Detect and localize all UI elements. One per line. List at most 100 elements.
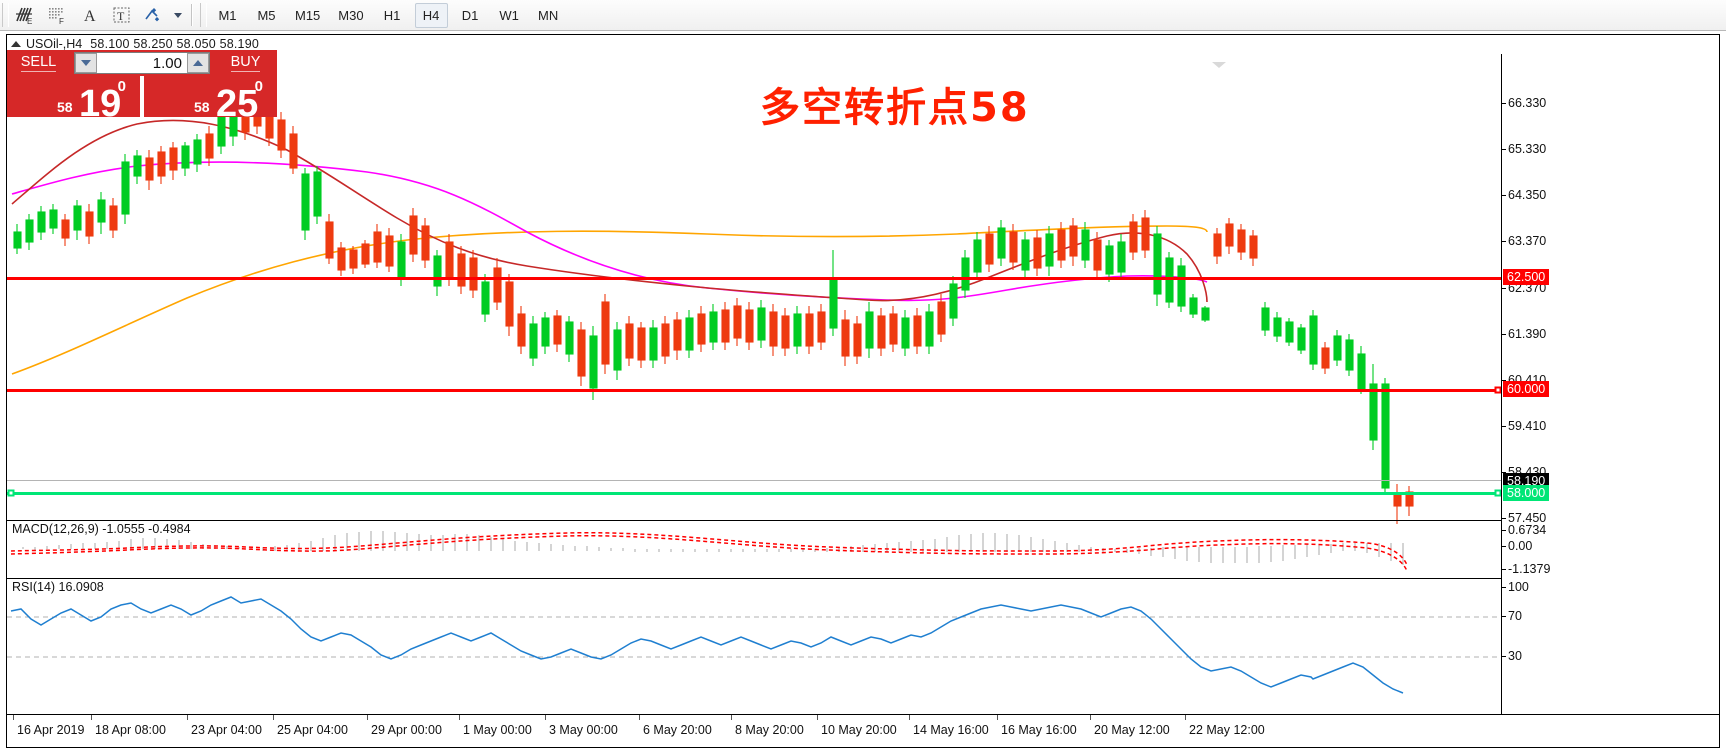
collapse-triangle-icon[interactable] (11, 41, 21, 47)
volume-decrease-button[interactable] (75, 53, 97, 73)
one-click-trading-panel[interactable]: SELL 1.00 BUY 58 19 0 58 25 (7, 50, 277, 123)
time-label: 10 May 20:00 (821, 723, 897, 737)
resistance-line-60000[interactable] (7, 389, 1501, 392)
support-line-58000[interactable] (7, 492, 1501, 495)
time-label: 25 Apr 04:00 (277, 723, 348, 737)
timeframe-w1[interactable]: W1 (499, 7, 519, 23)
macd-main-line (10, 534, 1408, 572)
ohlc-values: 58.100 58.250 58.050 58.190 (90, 37, 260, 51)
rsi-plot (7, 596, 1501, 694)
price-tick: 57.450 (1508, 511, 1547, 525)
price-tick: 63.370 (1508, 234, 1547, 248)
macd-label: MACD(12,26,9) -1.0555 -0.4984 (12, 522, 191, 536)
time-label: 8 May 20:00 (735, 723, 804, 737)
chart-window[interactable]: USOil-,H4 58.100 58.250 58.050 58.190 (6, 34, 1720, 748)
volume-input[interactable]: 1.00 (97, 53, 187, 73)
time-label: 3 May 00:00 (549, 723, 618, 737)
svg-text:A: A (84, 8, 96, 25)
support-line-handle[interactable] (1494, 489, 1502, 497)
macd-pane[interactable]: MACD(12,26,9) -1.0555 -0.4984 (7, 520, 1501, 578)
timeframe-mn[interactable]: MN (537, 7, 559, 23)
rsi-tick: 100 (1508, 580, 1529, 594)
chevron-up-icon (193, 60, 203, 66)
buy-price-integer: 58 (194, 99, 210, 115)
volume-stepper[interactable]: 1.00 (74, 52, 210, 74)
price-tag-support-60[interactable]: 60.000 (1503, 381, 1550, 397)
time-axis[interactable]: 16 Apr 2019 18 Apr 08:00 23 Apr 04:00 25… (7, 714, 1720, 747)
macd-plot (10, 531, 1408, 572)
time-label: 29 Apr 00:00 (371, 723, 442, 737)
timeframe-m15[interactable]: M15 (295, 7, 321, 23)
objects-icon[interactable] (139, 2, 169, 29)
rsi-tick: 30 (1508, 649, 1522, 663)
rsi-pane[interactable]: RSI(14) 16.0908 (7, 578, 1501, 714)
rsi-label: RSI(14) 16.0908 (12, 580, 104, 594)
indicators-icon[interactable]: E (11, 2, 41, 29)
price-tick: 61.390 (1508, 327, 1547, 341)
toolbar-grip[interactable] (2, 3, 9, 27)
resistance-line-handle[interactable] (1494, 386, 1502, 394)
buy-price-main: 25 (216, 83, 259, 125)
volume-container: 1.00 (70, 50, 214, 76)
current-price-line (7, 480, 1501, 481)
macd-tick: 0.00 (1508, 539, 1533, 553)
main-toolbar: E F A (0, 0, 1726, 31)
candlestick-series (13, 96, 1414, 524)
time-label: 1 May 00:00 (463, 723, 532, 737)
macd-signal-line (10, 531, 1408, 566)
time-label: 16 Apr 2019 (17, 723, 85, 737)
price-tag-resistance[interactable]: 62.500 (1503, 269, 1550, 285)
time-label: 23 Apr 04:00 (191, 723, 262, 737)
ma-orange-line (11, 225, 1208, 375)
price-tick: 65.330 (1508, 142, 1547, 156)
chevron-down-icon[interactable] (171, 2, 185, 29)
toolbar-separator (191, 4, 193, 26)
ma-darkred-line (11, 119, 1208, 303)
time-label: 6 May 20:00 (643, 723, 712, 737)
price-tag-support-58[interactable]: 58.000 (1503, 485, 1550, 501)
symbol-label: USOil-,H4 (26, 37, 83, 51)
timeframe-grip[interactable] (200, 3, 207, 27)
price-tick: 66.330 (1508, 96, 1547, 110)
text-tool-icon[interactable]: A (75, 2, 105, 29)
sell-price-fraction: 0 (117, 78, 126, 95)
macd-tick: 0.6734 (1508, 523, 1547, 537)
macd-tick: -1.1379 (1508, 562, 1551, 576)
text-label-icon[interactable]: T (107, 2, 137, 29)
sell-label: SELL (20, 54, 57, 72)
svg-text:T: T (117, 9, 125, 23)
time-label: 20 May 12:00 (1094, 723, 1170, 737)
price-tick: 64.350 (1508, 188, 1547, 202)
chart-annotation-text[interactable]: 多空转折点58 (760, 85, 1030, 131)
resistance-line-62500[interactable] (7, 277, 1501, 280)
support-line-handle-left[interactable] (7, 489, 15, 497)
svg-text:E: E (27, 17, 32, 26)
time-label: 14 May 16:00 (913, 723, 989, 737)
timeframe-m5[interactable]: M5 (257, 7, 276, 23)
rsi-tick: 70 (1508, 609, 1522, 623)
chevron-down-icon (81, 60, 91, 66)
buy-price-fraction: 0 (254, 78, 263, 95)
timeframe-m1[interactable]: M1 (218, 7, 237, 23)
sell-price-integer: 58 (57, 99, 73, 115)
buy-price-cell[interactable]: 58 25 0 (144, 76, 277, 123)
volume-increase-button[interactable] (187, 53, 209, 73)
trade-panel-top-row: SELL 1.00 BUY (7, 50, 277, 76)
timeframe-d1[interactable]: D1 (461, 7, 479, 23)
time-label: 16 May 16:00 (1001, 723, 1077, 737)
time-label: 22 May 12:00 (1189, 723, 1265, 737)
time-label: 18 Apr 08:00 (95, 723, 166, 737)
grid-icon[interactable]: F (43, 2, 73, 29)
svg-text:F: F (59, 17, 64, 26)
sell-price-main: 19 (79, 83, 122, 125)
timeframe-h1[interactable]: H1 (383, 7, 401, 23)
chart-scroll-nub[interactable] (1212, 62, 1228, 69)
timeframe-m30[interactable]: M30 (338, 7, 364, 23)
price-axis[interactable]: 66.330 65.330 64.350 63.370 62.370 61.39… (1501, 54, 1720, 714)
sell-price-cell[interactable]: 58 19 0 (7, 76, 140, 123)
timeframe-h4[interactable]: H4 (414, 2, 448, 28)
buy-label: BUY (230, 54, 261, 72)
price-tick: 59.410 (1508, 419, 1547, 433)
buy-button[interactable]: BUY (214, 50, 277, 76)
sell-button[interactable]: SELL (7, 50, 70, 76)
